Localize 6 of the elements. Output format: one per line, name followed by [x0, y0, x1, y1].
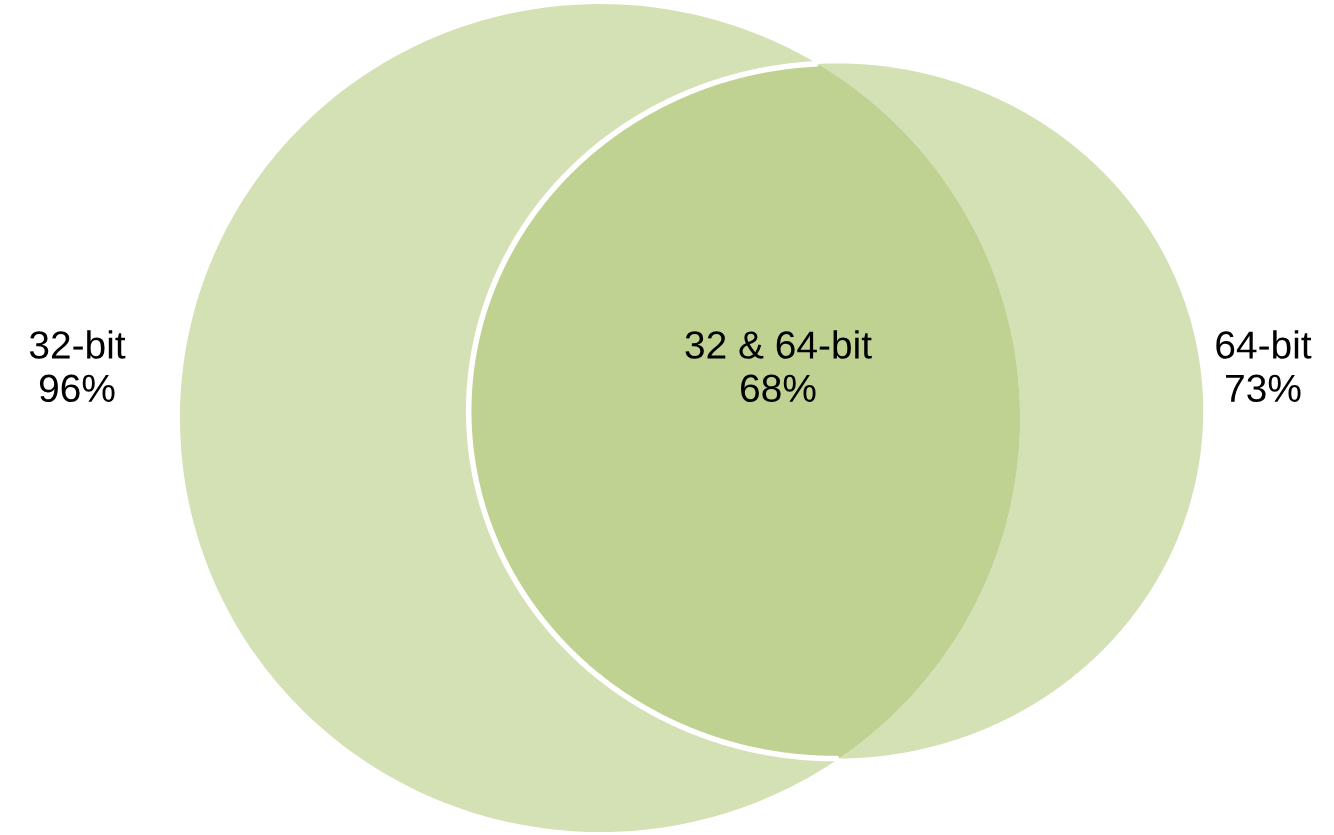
category-label: 32 & 64-bit [685, 330, 872, 359]
category-label: 32-bit [29, 330, 126, 359]
category-label: 64-bit [1216, 330, 1312, 359]
data-label: 96% [39, 374, 115, 403]
data-label: 73% [1226, 374, 1301, 403]
data-label: 68% [741, 374, 816, 403]
